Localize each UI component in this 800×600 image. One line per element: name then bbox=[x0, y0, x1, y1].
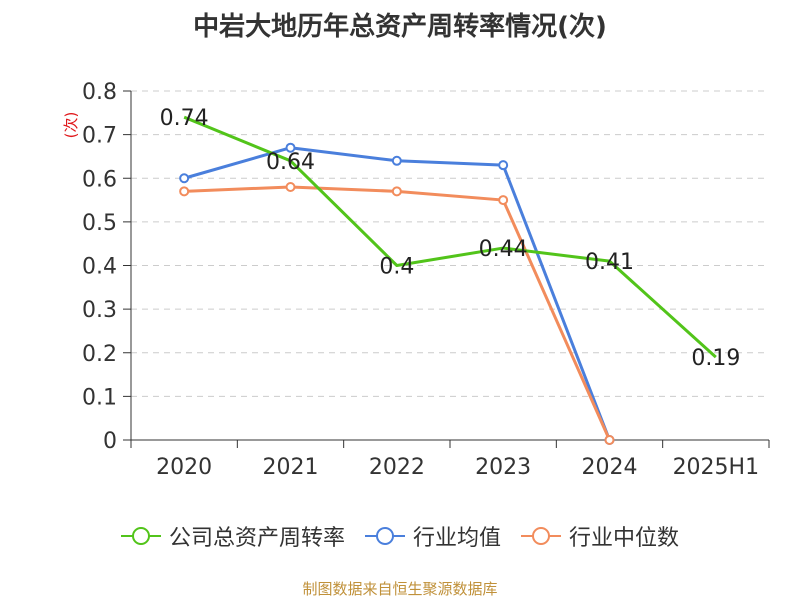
y-tick-label-7: 0.7 bbox=[82, 124, 117, 149]
y-tick-label-2: 0.2 bbox=[82, 342, 117, 367]
legend-swatch-company-icon bbox=[120, 527, 161, 545]
data-label-2022: 0.4 bbox=[379, 255, 414, 280]
data-label-2025H1: 0.19 bbox=[691, 346, 740, 371]
legend: 公司总资产周转率 行业均值 行业中位数 bbox=[0, 520, 800, 552]
x-tick-label-2025H1: 2025H1 bbox=[673, 455, 760, 480]
series-1-point-2021[interactable] bbox=[285, 142, 296, 153]
series-1-point-2023[interactable] bbox=[498, 160, 509, 171]
legend-label-industry-median: 行业中位数 bbox=[569, 526, 680, 551]
x-tick-label-2024: 2024 bbox=[582, 455, 638, 480]
series-line-0 bbox=[183, 115, 717, 359]
legend-label-industry-mean: 行业均值 bbox=[412, 526, 501, 551]
series-2-point-2023[interactable] bbox=[498, 195, 509, 206]
legend-item-industry-median[interactable]: 行业中位数 bbox=[521, 520, 679, 552]
series-2-point-2024[interactable] bbox=[604, 435, 615, 445]
legend-swatch-industry-mean-icon bbox=[364, 527, 405, 545]
data-label-2021: 0.64 bbox=[266, 150, 315, 175]
data-label-2024: 0.41 bbox=[585, 250, 634, 275]
x-tick-label-2020: 2020 bbox=[156, 455, 212, 480]
x-tick-label-2021: 2021 bbox=[263, 455, 319, 480]
y-tick-label-1: 0.1 bbox=[82, 385, 117, 410]
grid-layer bbox=[131, 90, 769, 397]
legend-label-company: 公司总资产周转率 bbox=[168, 526, 345, 551]
series-layer bbox=[179, 115, 717, 445]
y-tick-label-4: 0.4 bbox=[82, 255, 117, 280]
y-tick-label-8: 0.8 bbox=[82, 80, 117, 105]
legend-item-company[interactable]: 公司总资产周转率 bbox=[120, 520, 345, 552]
chart-title: 中岩大地历年总资产周转率情况(次) bbox=[193, 12, 607, 42]
label-layer: 0.74 0.64 0.4 0.44 0.41 0.19 bbox=[160, 106, 741, 371]
legend-item-industry-mean[interactable]: 行业均值 bbox=[364, 520, 501, 552]
series-2-point-2021[interactable] bbox=[285, 181, 296, 192]
series-2-point-2022[interactable] bbox=[391, 186, 402, 197]
data-label-2023: 0.44 bbox=[479, 237, 528, 262]
series-line-2 bbox=[184, 185, 611, 441]
series-2-point-2020[interactable] bbox=[179, 186, 190, 197]
x-tick-label-2023: 2023 bbox=[475, 455, 531, 480]
x-tick-label-2022: 2022 bbox=[369, 455, 425, 480]
axis-layer: 0 0.1 0.2 0.3 0.4 0.5 0.6 0.7 0.8(次) 2020 2021 2022… bbox=[62, 80, 770, 480]
y-tick-label-6: 0.6 bbox=[82, 167, 117, 192]
y-axis-label: (次) bbox=[62, 112, 80, 139]
data-label-2020: 0.74 bbox=[160, 106, 209, 131]
series-1-point-2022[interactable] bbox=[391, 155, 402, 166]
source-note: 制图数据来自恒生聚源数据库 bbox=[302, 580, 498, 598]
legend-swatch-industry-median-icon bbox=[521, 527, 561, 545]
y-tick-label-3: 0.3 bbox=[82, 298, 117, 323]
series-1-point-2020[interactable] bbox=[179, 173, 190, 184]
y-tick-label-5: 0.5 bbox=[82, 211, 117, 236]
y-tick-label-0: 0 bbox=[103, 429, 117, 454]
